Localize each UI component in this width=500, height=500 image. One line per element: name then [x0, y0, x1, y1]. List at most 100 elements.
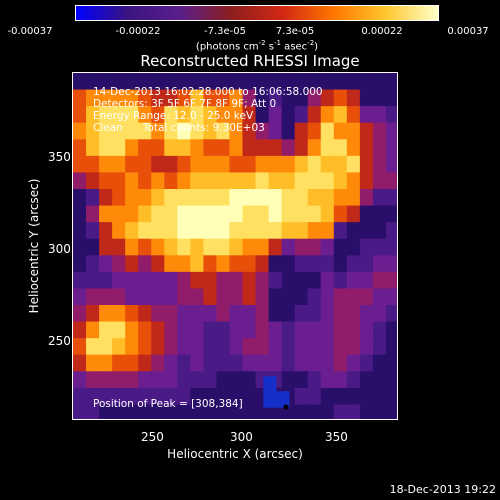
heatmap-cell: [216, 189, 231, 207]
heatmap-cell: [385, 172, 397, 190]
heatmap-cell: [229, 189, 244, 207]
heatmap-cell: [112, 404, 126, 419]
heatmap-cell: [99, 122, 113, 140]
heatmap-cell: [229, 387, 244, 406]
heatmap-cell: [294, 189, 309, 207]
heatmap-cell: [320, 172, 335, 190]
heatmap-cell: [385, 106, 397, 124]
heatmap-cell: [385, 387, 397, 406]
heatmap-cell: [255, 73, 270, 91]
heatmap-cell: [294, 222, 309, 240]
heatmap-cell: [229, 238, 244, 256]
heatmap-cell: [346, 321, 361, 339]
heatmap-cell: [333, 222, 348, 240]
heatmap-cell: [99, 89, 113, 107]
heatmap-cell: [242, 238, 257, 256]
heatmap-cell: [320, 354, 335, 372]
colorbar-tick: 0.00037: [447, 26, 489, 37]
heatmap-cell: [86, 255, 100, 273]
heatmap-cell: [372, 371, 387, 389]
heatmap-cell: [177, 222, 191, 240]
heatmap-cell: [86, 321, 100, 339]
heatmap-cell: [164, 271, 178, 290]
heatmap-cell: [255, 89, 270, 107]
plot-area: [72, 72, 398, 420]
heatmap-cell: [86, 222, 100, 240]
heatmap-cell: [190, 139, 204, 157]
heatmap-cell: [307, 288, 322, 306]
heatmap-cell: [268, 89, 283, 107]
heatmap-cell: [151, 271, 165, 290]
heatmap-cell: [73, 172, 87, 190]
heatmap-cell: [203, 122, 218, 140]
heatmap-cell: [203, 288, 218, 306]
heatmap-cell: [177, 354, 191, 372]
heatmap-cell: [177, 89, 191, 107]
heatmap-cell: [346, 139, 361, 157]
heatmap-cell: [372, 222, 387, 240]
heatmap-cell: [307, 73, 322, 91]
heatmap-cell: [112, 205, 126, 223]
heatmap-cell: [164, 371, 178, 389]
heatmap-cell: [333, 255, 348, 273]
heatmap-cell: [372, 288, 387, 306]
peak-marker: [283, 404, 289, 410]
heatmap-cell: [385, 305, 397, 323]
heatmap-cell: [320, 321, 335, 339]
heatmap-cell: [294, 404, 309, 419]
heatmap-cell: [281, 222, 296, 240]
heatmap-cell: [99, 255, 113, 273]
heatmap-cell: [73, 354, 87, 372]
heatmap-cell: [307, 255, 322, 273]
heatmap-cell: [190, 371, 204, 389]
heatmap-cell: [268, 238, 283, 256]
heatmap-cell: [281, 73, 296, 91]
heatmap-cell: [216, 387, 231, 406]
heatmap-cell: [281, 238, 296, 256]
heatmap-cell: [268, 338, 283, 356]
heatmap-cell: [112, 89, 126, 107]
heatmap-cell: [151, 155, 165, 174]
heatmap-cell: [346, 338, 361, 356]
heatmap-cell: [346, 122, 361, 140]
heatmap-cell: [190, 387, 204, 406]
heatmap-cell: [164, 321, 178, 339]
heatmap-cell: [294, 371, 309, 389]
heatmap-cell: [372, 354, 387, 372]
heatmap-cell: [359, 371, 374, 389]
heatmap-cell: [125, 271, 139, 290]
heatmap-cell: [125, 288, 139, 306]
heatmap-cell: [190, 222, 204, 240]
heatmap-cell: [73, 387, 87, 406]
heatmap-cell: [190, 404, 204, 419]
heatmap-cell: [216, 354, 231, 372]
heatmap-cell: [333, 354, 348, 372]
heatmap-cell: [203, 238, 218, 256]
heatmap-cell: [177, 305, 191, 323]
heatmap-cell: [281, 338, 296, 356]
heatmap-cell: [177, 387, 191, 406]
heatmap-cell: [73, 338, 87, 356]
heatmap-cell: [177, 321, 191, 339]
heatmap-cell: [372, 271, 387, 290]
heatmap-cell: [385, 354, 397, 372]
info-clean: Clean Total counts: 9.30E+03: [93, 122, 265, 134]
heatmap-cell: [190, 354, 204, 372]
heatmap-cell: [242, 139, 257, 157]
heatmap-cell: [112, 222, 126, 240]
heatmap-cell: [372, 404, 387, 419]
heatmap-cell: [372, 255, 387, 273]
heatmap-cell: [346, 354, 361, 372]
heatmap-cell: [125, 73, 139, 91]
heatmap-cell: [125, 205, 139, 223]
heatmap-cell: [164, 222, 178, 240]
heatmap-cell: [99, 305, 113, 323]
heatmap-cell: [125, 172, 139, 190]
heatmap-cell: [359, 106, 374, 124]
heatmap-cell: [255, 238, 270, 256]
heatmap-cell: [268, 222, 283, 240]
heatmap-cell: [151, 255, 165, 273]
x-tick-label: 250: [141, 430, 164, 444]
heatmap-cell: [281, 305, 296, 323]
heatmap-cell: [190, 238, 204, 256]
